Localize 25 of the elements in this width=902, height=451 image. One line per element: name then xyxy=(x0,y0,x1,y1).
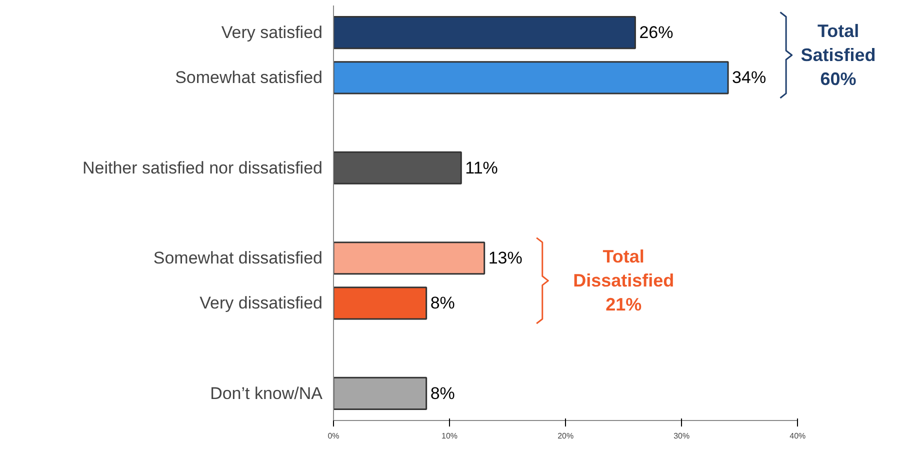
data-label: 34% xyxy=(732,68,766,88)
x-tick-label: 20% xyxy=(558,432,574,440)
y-tick-label: Somewhat dissatisfied xyxy=(153,248,323,268)
x-tick-label: 40% xyxy=(790,432,806,440)
y-tick-label: Very satisfied xyxy=(221,23,323,42)
data-label: 13% xyxy=(488,248,522,268)
bar xyxy=(334,376,428,410)
data-label: 11% xyxy=(465,158,498,178)
data-label: 8% xyxy=(430,384,455,403)
y-tick-label: Don’t know/NA xyxy=(210,384,324,403)
x-tick-label: 0% xyxy=(328,432,340,440)
bar xyxy=(334,242,486,275)
bar xyxy=(334,151,462,184)
y-tick-label: Very dissatisfied xyxy=(200,294,323,313)
text: Total Satisfied 60% xyxy=(800,21,876,90)
bar xyxy=(334,16,636,50)
data-label: 26% xyxy=(639,23,674,42)
x-tick-label: 10% xyxy=(442,432,458,440)
x-tick-label: 30% xyxy=(674,432,690,440)
data-label: 8% xyxy=(430,294,455,313)
annotation: Total Dissatisfied 21% xyxy=(573,246,674,315)
y-tick-label: Somewhat satisfied xyxy=(175,68,322,88)
bar xyxy=(334,61,729,94)
y-tick-label: Neither satisfied nor dissatisfied xyxy=(82,158,323,178)
bar xyxy=(334,286,428,320)
